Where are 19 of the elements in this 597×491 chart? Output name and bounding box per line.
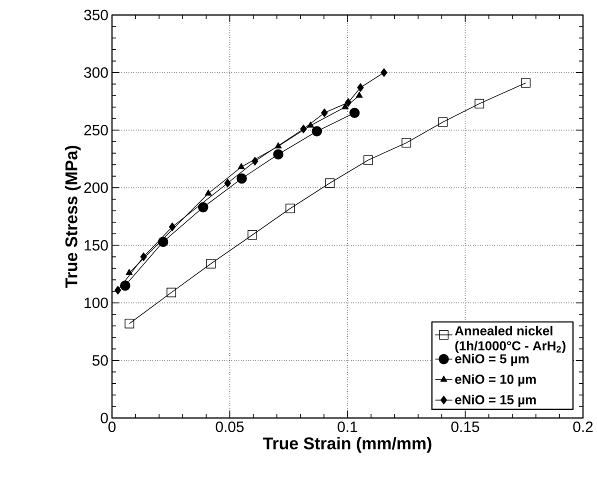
- x-tick-label: 0.15: [451, 422, 480, 432]
- x-tick-label: 0.2: [573, 422, 593, 432]
- y-tick-label: 0: [100, 412, 108, 424]
- y-tick-label: 350: [84, 10, 108, 20]
- legend-label: eNiO = 10 µm: [455, 374, 536, 386]
- y-tick-label: 250: [84, 124, 108, 136]
- legend-label: eNiO = 15 µm: [455, 394, 536, 407]
- y-tick-label: 200: [84, 182, 108, 193]
- y-tick-label: 300: [84, 67, 108, 78]
- x-tick-label: 0.1: [338, 422, 358, 432]
- x-tick-label: 0: [108, 422, 116, 432]
- y-tick-label: 150: [84, 240, 108, 251]
- x-tick-label: 0.05: [216, 422, 244, 432]
- y-tick-label: 100: [84, 298, 108, 308]
- y-axis-title: True Stress (MPa): [64, 146, 81, 288]
- legend-label: eNiO = 5 µm: [455, 354, 529, 366]
- x-axis-title: True Strain (mm/mm): [262, 436, 432, 453]
- y-tick-label: 50: [92, 355, 108, 366]
- legend-label: Annealed nickel (1h/1000°C - ArH$_{2}$): [454, 326, 566, 353]
